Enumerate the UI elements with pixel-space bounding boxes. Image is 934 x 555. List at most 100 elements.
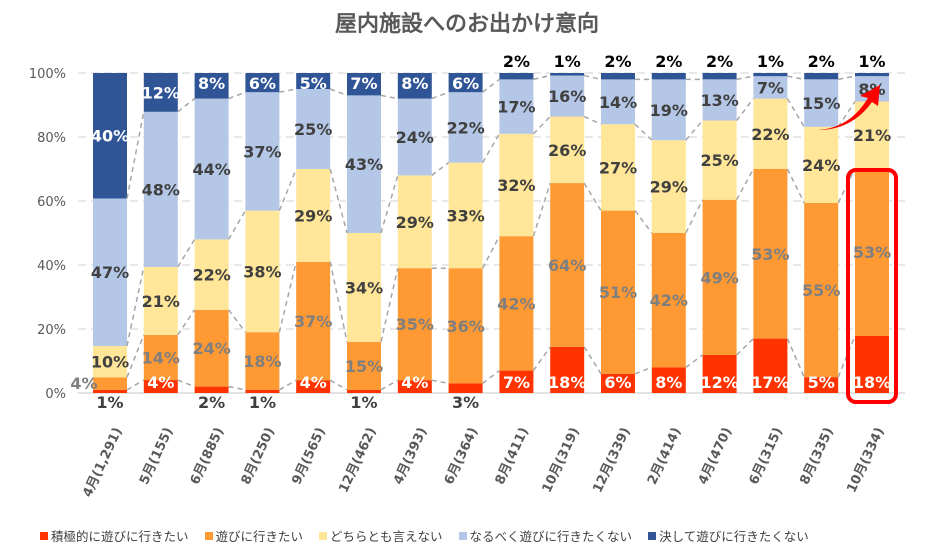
y-tick-label: 40% bbox=[37, 259, 66, 274]
data-label: 4% bbox=[147, 373, 174, 392]
series-connector bbox=[786, 338, 805, 378]
data-label: 15% bbox=[802, 94, 840, 113]
bar-segment bbox=[397, 73, 432, 99]
series-connector bbox=[634, 123, 653, 141]
data-label: 14% bbox=[599, 93, 637, 112]
data-label: 1% bbox=[96, 393, 123, 412]
data-label: 32% bbox=[497, 176, 535, 195]
series-connector bbox=[329, 261, 348, 342]
series-connector bbox=[329, 88, 348, 97]
bar-segment bbox=[601, 210, 635, 374]
bar-segment bbox=[448, 268, 483, 384]
series-connector bbox=[583, 182, 602, 211]
bar-segment bbox=[93, 345, 127, 378]
bar-segment bbox=[601, 373, 635, 393]
series-connector bbox=[228, 385, 246, 391]
bar-segment bbox=[448, 383, 483, 393]
bar-segment bbox=[855, 335, 889, 393]
data-label: 12% bbox=[700, 373, 738, 392]
bar-segment bbox=[651, 73, 686, 80]
bar-segment bbox=[397, 380, 432, 393]
series-connector bbox=[786, 98, 805, 128]
data-label: 29% bbox=[396, 213, 434, 232]
data-label: 8% bbox=[655, 373, 682, 392]
x-tick-label: 12月(462) bbox=[336, 425, 379, 495]
data-label: 6% bbox=[452, 74, 479, 93]
x-tick-label: 9月(565) bbox=[289, 425, 328, 487]
data-label: 29% bbox=[294, 206, 332, 225]
bar-segment bbox=[601, 73, 635, 80]
bar-segment bbox=[804, 79, 839, 127]
data-label: 6% bbox=[249, 74, 276, 93]
x-tick-label: 6月(364) bbox=[442, 425, 481, 487]
bar-segment bbox=[347, 389, 381, 393]
series-connector bbox=[482, 370, 500, 384]
data-label: 34% bbox=[345, 278, 383, 297]
bar-segment bbox=[753, 98, 788, 169]
data-label: 29% bbox=[650, 178, 688, 197]
x-tick-label: 8月(411) bbox=[493, 425, 532, 487]
series-connector bbox=[177, 239, 196, 268]
series-connector bbox=[329, 168, 348, 234]
data-label: 43% bbox=[345, 155, 383, 174]
x-tick-label: 4月(470) bbox=[696, 425, 735, 487]
bar-segment bbox=[143, 266, 178, 335]
data-label: 53% bbox=[751, 245, 789, 264]
bar-segment bbox=[448, 92, 483, 163]
bar-segment bbox=[499, 133, 534, 237]
x-tick-label: 10月(334) bbox=[844, 425, 887, 495]
data-label: 18% bbox=[243, 352, 281, 371]
data-label: 5% bbox=[808, 373, 835, 392]
bar-segment bbox=[194, 73, 229, 99]
data-label: 24% bbox=[192, 339, 230, 358]
bar-segment bbox=[296, 169, 331, 262]
series-connector bbox=[177, 98, 196, 113]
arrow-icon bbox=[818, 85, 880, 130]
legend-swatch bbox=[319, 531, 328, 540]
series-connector bbox=[481, 133, 501, 163]
data-label: 8% bbox=[401, 74, 428, 93]
bar-segment bbox=[397, 175, 432, 269]
y-tick-label: 60% bbox=[37, 195, 66, 210]
data-label: 2% bbox=[706, 52, 733, 71]
bar-segment bbox=[550, 346, 585, 393]
series-connector bbox=[126, 111, 145, 199]
legend-item: 決して遊びに行きたくない bbox=[648, 526, 809, 545]
series-connector bbox=[838, 75, 856, 81]
bar-segment bbox=[702, 79, 737, 121]
series-connector bbox=[380, 175, 399, 234]
data-label: 26% bbox=[548, 141, 586, 160]
data-label: 1% bbox=[249, 393, 276, 412]
data-label: 4% bbox=[300, 373, 327, 392]
data-label: 2% bbox=[808, 52, 835, 71]
legend-item: なるべく遊びに行きたくない bbox=[458, 526, 632, 545]
data-label: 2% bbox=[655, 52, 682, 71]
data-label: 5% bbox=[300, 74, 327, 93]
legend-swatch bbox=[458, 531, 467, 540]
series-connector bbox=[532, 115, 551, 135]
legend-item: 遊びに行きたい bbox=[204, 526, 303, 545]
legend-label: 決して遊びに行きたくない bbox=[659, 529, 809, 544]
x-tick-label: 8月(250) bbox=[239, 425, 278, 487]
series-connector bbox=[685, 354, 704, 369]
bar-segment bbox=[702, 73, 737, 80]
data-label: 42% bbox=[650, 291, 688, 310]
bar-segment bbox=[651, 140, 686, 233]
data-label: 1% bbox=[350, 393, 377, 412]
bar-segment bbox=[194, 239, 229, 310]
y-tick-label: 20% bbox=[37, 323, 66, 338]
series-connector bbox=[735, 168, 755, 201]
series-connector bbox=[481, 235, 501, 269]
highlight-box bbox=[846, 168, 898, 404]
data-label: 42% bbox=[497, 294, 535, 313]
series-connector bbox=[634, 210, 653, 234]
bar-segment bbox=[855, 73, 889, 77]
series-connector bbox=[278, 168, 297, 211]
data-label: 8% bbox=[198, 74, 225, 93]
bar-segment bbox=[93, 377, 127, 390]
bar-segment bbox=[93, 389, 127, 393]
bar-segment bbox=[93, 73, 127, 199]
bar-segment bbox=[448, 162, 483, 269]
x-tick-label: 6月(885) bbox=[188, 425, 227, 487]
